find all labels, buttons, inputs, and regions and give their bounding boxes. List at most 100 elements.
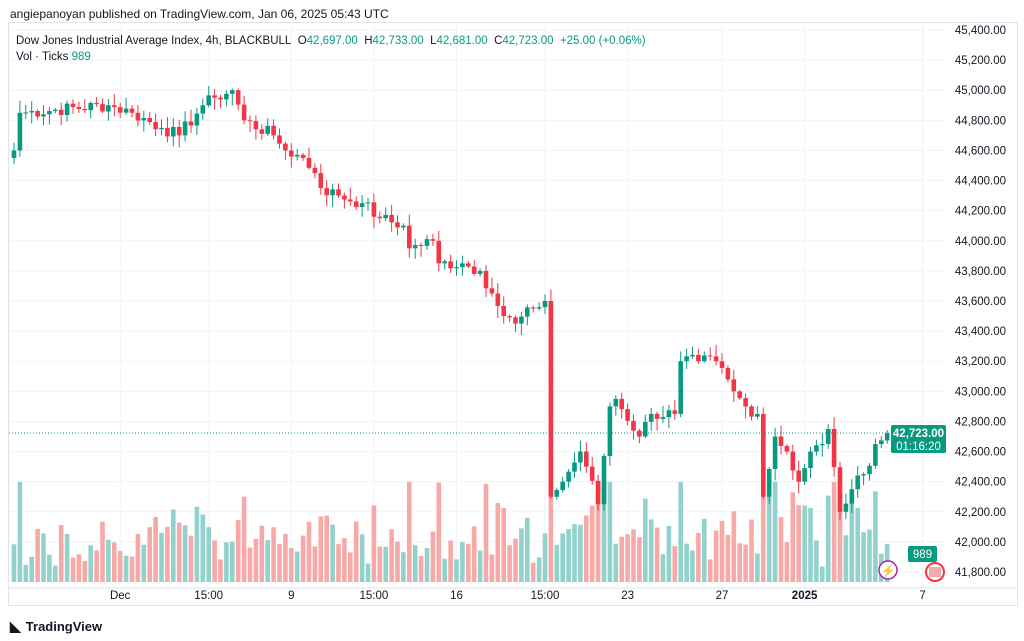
volume-bar (106, 539, 111, 582)
x-tick-label: 7 (919, 590, 925, 602)
candle-body (436, 240, 442, 264)
candle-body (778, 436, 784, 446)
volume-bar (460, 542, 465, 582)
volume-bar (749, 519, 754, 582)
candle-body (88, 102, 93, 111)
candle-body (495, 293, 501, 306)
y-tick-label: 44,200.00 (955, 206, 1006, 218)
price-tag (891, 425, 946, 454)
volume-bar (318, 516, 324, 582)
candle-body (430, 239, 436, 241)
volume-bar (235, 520, 241, 582)
candle-body (11, 150, 17, 158)
candle-body (643, 421, 648, 437)
volume-bar (513, 538, 518, 582)
volume-bar (855, 507, 860, 582)
candle-body (825, 428, 831, 445)
candle-body (861, 474, 866, 476)
volume-bar (88, 545, 93, 582)
candle-body (100, 104, 105, 112)
volume-bar (837, 482, 843, 582)
volume-bar (159, 532, 164, 582)
volume-bar (135, 533, 141, 582)
volume-bar (696, 533, 701, 582)
candle-body (324, 188, 329, 196)
candle-body (41, 114, 46, 117)
volume-bar (218, 559, 223, 582)
volume-bar (589, 505, 595, 582)
volume-bar (401, 552, 406, 582)
candle-body (855, 475, 860, 490)
candle-body (53, 109, 58, 112)
candle-body (648, 413, 654, 422)
candle-body (265, 125, 270, 134)
candle-body (572, 462, 577, 472)
volume-bar (784, 542, 790, 582)
y-tick-label: 45,000.00 (955, 85, 1006, 97)
volume-tag (908, 546, 937, 562)
candle-body (448, 261, 453, 269)
volume-bar (29, 556, 34, 582)
chart-legend: Dow Jones Industrial Average Index, 4h, … (16, 33, 646, 65)
candle-body (519, 316, 524, 324)
volume-bar (495, 502, 501, 582)
candle-body (820, 444, 825, 446)
low-label: L (430, 35, 437, 47)
volume-bar (171, 509, 176, 582)
volume-bar (100, 521, 105, 582)
volume-bar (507, 545, 512, 582)
x-tick-label: 15:00 (194, 590, 223, 602)
candle-body (796, 470, 801, 482)
volume-bar (418, 555, 424, 582)
volume-bar (289, 548, 294, 582)
candle-body (831, 428, 837, 468)
tradingview-logo[interactable]: ◣ TradingView (10, 618, 102, 635)
volume-bar (94, 550, 99, 582)
candle-body (418, 245, 424, 247)
volume-bar (560, 533, 565, 582)
x-tick-label: 15:00 (360, 590, 389, 602)
tv-logo-icon: ◣ (10, 618, 21, 634)
candle-body (277, 135, 282, 144)
volume-bar (424, 548, 430, 582)
volume-bar (743, 544, 748, 582)
candle-body (253, 121, 259, 130)
high-value: 42,733.00 (372, 35, 424, 47)
candle-body (589, 466, 595, 481)
volume-bar (802, 505, 807, 582)
us-flag-glyph (929, 567, 941, 577)
candle-body (153, 122, 158, 130)
candle-body (542, 301, 548, 308)
candle-body (106, 105, 111, 112)
candle-body (466, 263, 471, 267)
y-tick-label: 44,400.00 (955, 176, 1006, 188)
candle-body (94, 102, 99, 105)
volume-bar (271, 527, 276, 582)
volume-bar (471, 526, 477, 582)
candle-body (76, 107, 82, 109)
volume-bar (601, 482, 607, 582)
volume-bar (212, 540, 217, 582)
volume-bar (359, 534, 365, 582)
candle-body (271, 125, 276, 136)
volume-bar (525, 517, 530, 582)
candle-body (194, 113, 200, 126)
candle-body (330, 189, 335, 196)
volume-bar (489, 554, 495, 582)
y-tick-label: 43,200.00 (955, 356, 1006, 368)
volume-bar (200, 514, 206, 582)
volume-bar (141, 544, 147, 582)
candle-body (536, 307, 542, 309)
candle-body (123, 108, 129, 113)
volume-bar (112, 542, 117, 582)
volume-bar (867, 529, 872, 582)
candle-body (141, 118, 147, 121)
candle-body (212, 95, 217, 98)
candle-body (235, 90, 241, 105)
candle-body (525, 307, 530, 317)
candle-body (29, 110, 34, 113)
lightning-glyph: ⚡ (881, 564, 896, 578)
volume-bar (58, 525, 64, 582)
candle-body (218, 97, 223, 100)
